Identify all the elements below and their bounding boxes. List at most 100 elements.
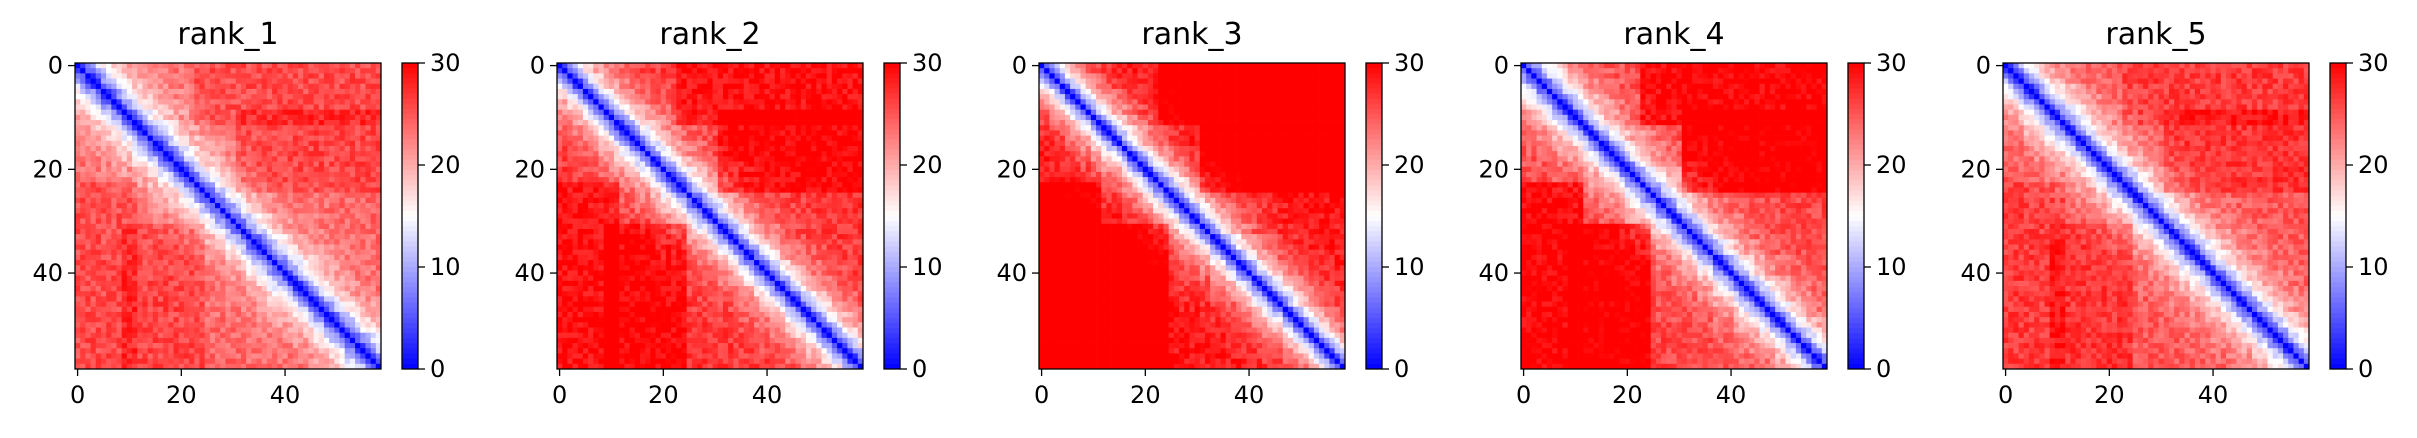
heatmap-cell [375,177,382,183]
heatmap-cell [266,337,273,344]
heatmap-cell [240,337,247,344]
heatmap-cell [183,83,190,90]
heatmap-cell [194,358,200,365]
heatmap-cell [80,363,86,370]
heatmap-cell [178,296,185,302]
colorbar-tick-label: 10 [430,253,461,281]
heatmap-cell [142,249,148,256]
heatmap-cell [147,358,154,365]
heatmap-cell [603,94,610,100]
heatmap-cell [183,109,190,116]
heatmap-cell [152,114,159,121]
heatmap-cell [355,99,361,105]
heatmap-cell [220,135,226,142]
heatmap-cell [209,317,216,323]
heatmap-cell [106,306,112,313]
heatmap-cell [344,213,351,219]
heatmap-cell [614,125,620,131]
heatmap-cell [608,135,615,142]
heatmap-cell [608,177,615,183]
heatmap-cell [629,151,636,157]
heatmap-cell [816,125,822,131]
heatmap-cell [292,78,299,85]
heatmap-cell [344,280,351,287]
heatmap-cell [183,296,190,302]
heatmap-cell [266,166,273,173]
heatmap-cell [339,254,346,261]
heatmap-cell [598,83,605,90]
heatmap-cell [246,291,252,297]
heatmap-cell [562,156,568,162]
heatmap-cell [318,327,325,334]
heatmap-cell [593,151,599,157]
heatmap-cell [277,234,283,240]
heatmap-cell [774,68,781,74]
heatmap-cell [261,182,268,188]
heatmap-cell [266,182,273,188]
heatmap-cell [339,348,346,354]
heatmap-cell [147,166,154,173]
heatmap-cell [235,317,242,323]
heatmap-cell [246,327,252,334]
heatmap-cell [780,135,786,142]
heatmap-cell [365,73,371,79]
heatmap-cell [215,332,221,339]
heatmap-cell [582,99,589,105]
heatmap-cell [639,114,646,121]
heatmap-cell [313,83,320,90]
heatmap-cell [655,140,662,147]
heatmap-cell [261,301,268,308]
heatmap-cell [157,260,164,266]
heatmap-cell [225,187,231,194]
heatmap-cell [557,140,563,147]
heatmap-cell [75,358,81,365]
heatmap-cell [691,109,698,116]
heatmap-cell [163,166,169,173]
heatmap-cell [582,109,589,116]
heatmap-cell [323,265,330,271]
heatmap-cell [147,286,154,292]
heatmap-cell [370,161,377,168]
heatmap-cell [225,120,231,126]
heatmap-cell [152,192,159,199]
heatmap-cell [287,156,294,162]
heatmap-cell [235,311,242,318]
heatmap-cell [298,275,304,282]
heatmap-cell [168,78,174,85]
heatmap-cell [204,151,211,157]
heatmap-cell [660,177,667,183]
heatmap-cell [75,135,81,142]
heatmap-cell [308,363,314,370]
heatmap-cell [272,249,278,256]
heatmap-cell [650,177,656,183]
heatmap-cell [318,187,325,194]
heatmap-cell [209,213,216,219]
heatmap-cell [722,88,729,95]
heatmap-cell [152,125,159,131]
heatmap-cell [292,130,299,136]
heatmap-cell [287,301,294,308]
heatmap-cell [95,322,102,328]
heatmap-cell [261,94,268,100]
heatmap-cell [360,99,366,105]
heatmap-cell [111,322,117,328]
heatmap-cell [95,187,102,194]
heatmap-cell [272,348,278,354]
heatmap-cell [137,275,143,282]
heatmap-cell [246,114,252,121]
heatmap-cell [557,68,563,74]
heatmap-cell [743,151,750,157]
heatmap-cell [225,301,231,308]
heatmap-cell [582,135,589,142]
heatmap-cell [292,104,299,111]
heatmap-cell [349,151,356,157]
heatmap-cell [795,88,802,95]
heatmap-cell [261,114,268,121]
heatmap-cell [204,177,211,183]
heatmap-cell [318,254,325,261]
heatmap-cell [339,197,346,204]
heatmap-cell [121,151,128,157]
heatmap-cell [246,145,252,152]
heatmap-cell [90,94,97,100]
heatmap-cell [121,78,128,85]
